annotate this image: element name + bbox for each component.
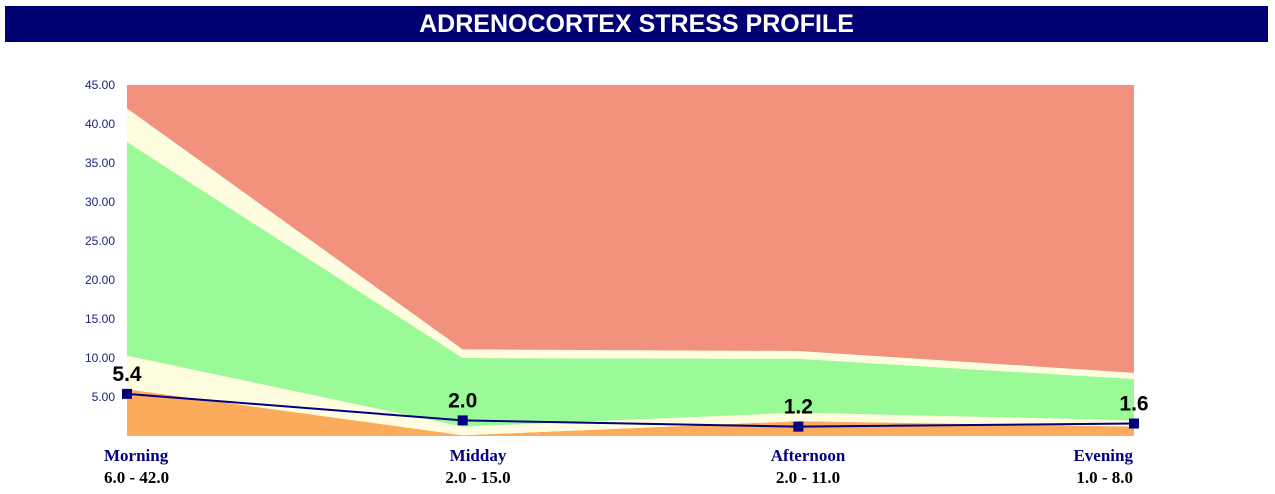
x-category-label: Afternoon (771, 446, 846, 465)
x-category-label: Morning (104, 446, 169, 465)
y-tick-label: 10.00 (85, 351, 115, 365)
series-line (126, 392, 1135, 428)
data-point (122, 388, 132, 399)
y-tick-label: 5.00 (92, 390, 116, 404)
x-range-label: 1.0 - 8.0 (1076, 468, 1133, 487)
y-tick-label: 35.00 (85, 156, 115, 170)
x-range-label: 6.0 - 42.0 (104, 468, 169, 487)
x-category-label: Midday (450, 446, 507, 465)
data-point (1129, 418, 1139, 429)
band-normal (127, 141, 1134, 427)
data-label: 5.4 (112, 363, 142, 386)
data-point (457, 415, 468, 426)
x-range-label: 2.0 - 15.0 (445, 468, 510, 487)
data-label: 1.2 (784, 396, 813, 419)
data-label: 2.0 (448, 389, 477, 412)
x-category-label: Evening (1073, 446, 1133, 465)
band-low (127, 389, 1134, 436)
x-range-label: 2.0 - 11.0 (776, 468, 840, 487)
data-label: 1.6 (1119, 393, 1148, 416)
y-tick-label: 15.00 (85, 312, 115, 326)
y-tick-label: 40.00 (85, 117, 115, 131)
y-tick-label: 20.00 (85, 273, 115, 287)
data-point (793, 421, 804, 432)
y-tick-label: 25.00 (85, 234, 115, 248)
band-low-borderline (127, 355, 1134, 436)
band-high (127, 85, 1134, 373)
y-tick-label: 30.00 (85, 195, 115, 209)
chart-title: ADRENOCORTEX STRESS PROFILE (5, 6, 1268, 42)
y-tick-label: 45.00 (85, 78, 115, 92)
